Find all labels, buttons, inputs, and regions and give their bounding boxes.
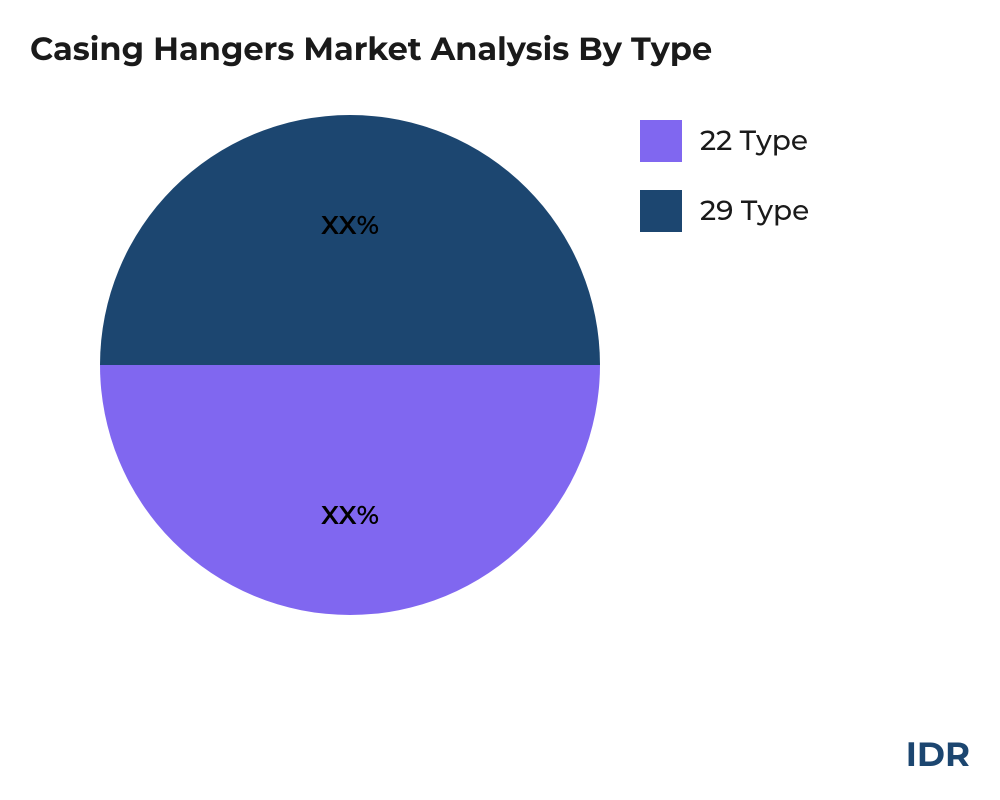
watermark: IDR xyxy=(906,733,970,775)
chart-title: Casing Hangers Market Analysis By Type xyxy=(30,30,712,69)
legend-swatch xyxy=(640,190,682,232)
legend: 22 Type 29 Type xyxy=(640,120,809,260)
legend-swatch xyxy=(640,120,682,162)
legend-item: 22 Type xyxy=(640,120,809,162)
pie-disc xyxy=(100,115,600,615)
pie-slice-label: XX% xyxy=(321,499,379,531)
pie-slice-label: XX% xyxy=(321,209,379,241)
legend-item: 29 Type xyxy=(640,190,809,232)
legend-label: 29 Type xyxy=(700,194,809,228)
pie-chart: XX% XX% xyxy=(100,115,600,615)
legend-label: 22 Type xyxy=(700,124,808,158)
